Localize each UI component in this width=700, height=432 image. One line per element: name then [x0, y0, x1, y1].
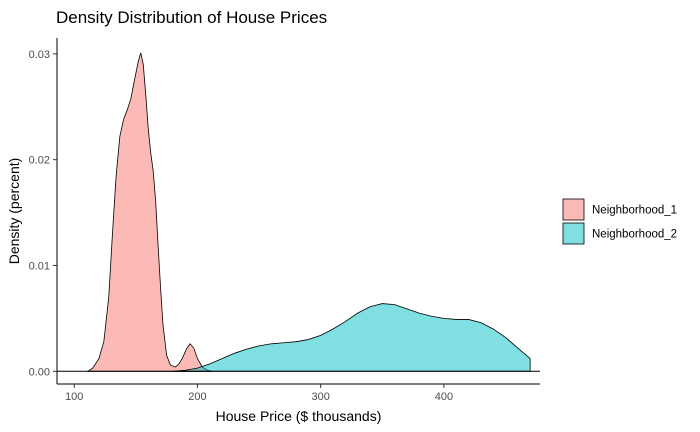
chart-title: Density Distribution of House Prices — [56, 8, 327, 27]
y-axis-title: Density (percent) — [6, 158, 22, 265]
x-tick-label: 100 — [65, 391, 83, 403]
x-tick-label: 400 — [435, 391, 453, 403]
legend-label-neighborhood-2: Neighborhood_2 — [592, 229, 677, 241]
x-axis-title: House Price ($ thousands) — [216, 408, 382, 424]
legend: Neighborhood_1 Neighborhood_2 — [562, 198, 677, 245]
density-area-neighborhood-1 — [86, 52, 213, 372]
x-tick-label: 200 — [188, 391, 206, 403]
y-tick-label: 0.03 — [29, 49, 50, 61]
y-tick-label: 0.00 — [29, 366, 50, 378]
y-tick-label: 0.01 — [29, 260, 50, 272]
x-tick-label: 300 — [311, 391, 329, 403]
legend-key-neighborhood-1 — [562, 198, 585, 221]
plot-area — [57, 52, 540, 372]
x-axis-ticks: 100 200 300 400 — [65, 384, 453, 403]
legend-label-neighborhood-1: Neighborhood_1 — [592, 205, 677, 217]
y-tick-label: 0.02 — [29, 155, 50, 167]
density-area-neighborhood-2 — [172, 303, 531, 372]
legend-key-neighborhood-2 — [562, 222, 585, 245]
y-axis-ticks: 0.00 0.01 0.02 0.03 — [29, 49, 57, 378]
